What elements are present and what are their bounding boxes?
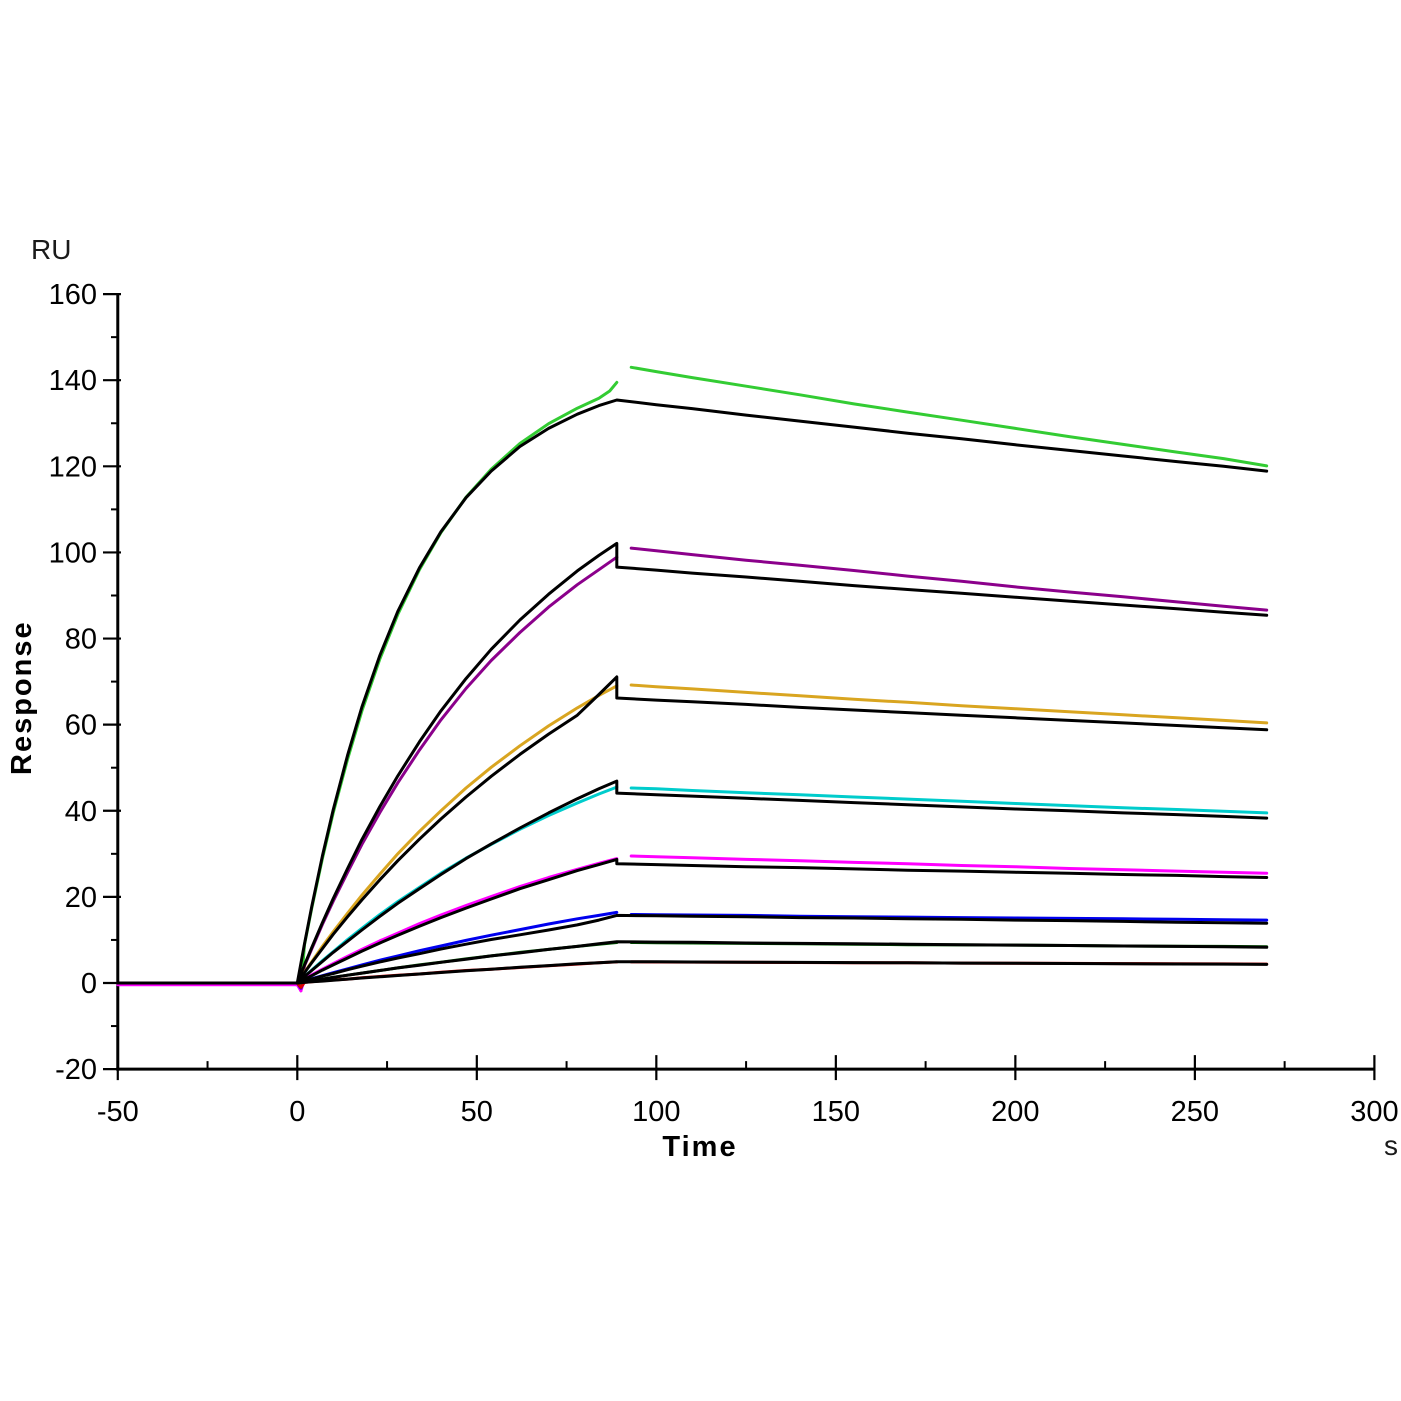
y-tick-label: 140 [49,365,97,397]
fit-gold [116,675,1269,985]
curve-magenta-dissociation [629,854,1269,875]
curve-purple-dissociation [629,546,1269,612]
curve-green-association [116,380,619,991]
x-tick-label: 300 [1350,1096,1398,1128]
y-tick-label: 60 [65,710,97,742]
x-tick-label: 200 [991,1096,1039,1128]
fit-green [116,398,1269,985]
y-axis-title: Response [6,620,38,775]
fit-magenta [116,857,1269,985]
curve-gold-dissociation [629,683,1269,725]
x-tick-label: -50 [97,1096,139,1128]
y-tick-label: -20 [55,1054,97,1086]
x-tick-label: 100 [632,1096,680,1128]
x-tick-label: 50 [461,1096,493,1128]
y-axis-unit-label: RU [31,234,72,265]
x-axis-unit-label: s [1384,1130,1398,1161]
y-tick-label: 160 [49,279,97,311]
curve-green-dissociation [629,365,1269,468]
fit-red [116,960,1269,985]
fit-cyan [116,779,1269,985]
x-tick-label: 0 [289,1096,305,1128]
y-tick-label: 0 [81,968,97,1000]
fit-purple [116,541,1269,985]
y-tick-label: 80 [65,624,97,656]
x-tick-label: 150 [812,1096,860,1128]
y-tick-label: 100 [49,537,97,569]
fit-blue [116,913,1269,985]
y-tick-label: 20 [65,882,97,914]
y-tick-label: 40 [65,796,97,828]
x-tick-label: 250 [1171,1096,1219,1128]
fit-dark-green [116,940,1269,985]
curve-cyan-dissociation [629,786,1269,815]
y-tick-label: 120 [49,451,97,483]
x-axis-title: Time [662,1131,738,1163]
